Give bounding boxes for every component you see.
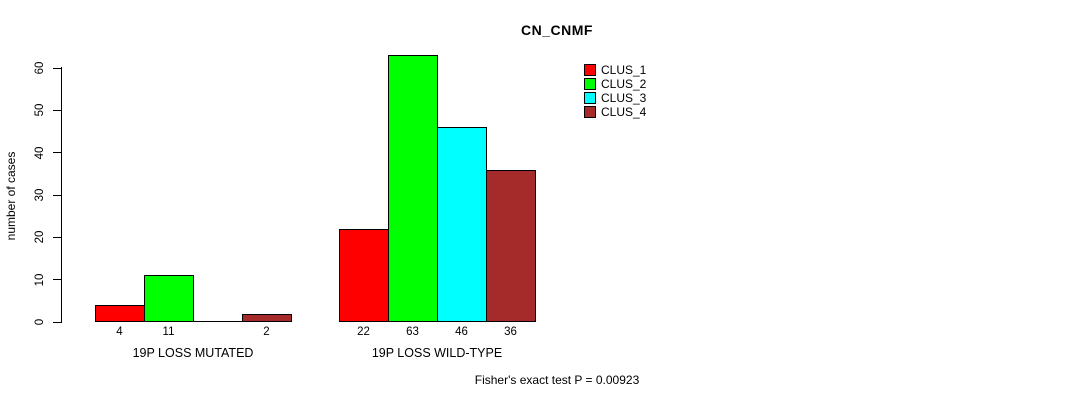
bar-value-label: 63 (406, 326, 419, 338)
legend: CLUS_1 CLUS_2 CLUS_3 CLUS_4 (584, 63, 646, 119)
chart-title: CN_CNMF (521, 22, 593, 38)
group-label: 19P LOSS MUTATED (132, 346, 254, 360)
group-label: 19P LOSS WILD-TYPE (371, 346, 503, 360)
y-tick-label: 20 (34, 230, 46, 244)
legend-item-clus_1: CLUS_1 (584, 63, 646, 77)
bar-value-label: 4 (116, 326, 123, 338)
y-tick-mark (53, 194, 61, 196)
bar-clus_4-group1 (242, 314, 292, 322)
annotation-text: Fisher's exact test P = 0.00923 (474, 373, 640, 387)
legend-label: CLUS_4 (601, 105, 647, 119)
y-tick-label: 10 (34, 273, 46, 287)
y-tick-mark (53, 236, 61, 238)
bar-value-label: 22 (357, 326, 370, 338)
y-tick-mark (53, 279, 61, 281)
legend-swatch-clus_4 (584, 106, 596, 118)
legend-label: CLUS_1 (601, 63, 647, 77)
legend-swatch-clus_2 (584, 78, 596, 90)
bar-value-label: 36 (504, 326, 517, 338)
bar-clus_1-group1 (95, 305, 145, 322)
y-tick-label: 40 (34, 146, 46, 160)
y-tick-mark (53, 67, 61, 69)
bar-clus_3-group1 (193, 321, 243, 322)
y-tick-label: 0 (34, 318, 46, 326)
bar-clus_1-group2 (339, 229, 389, 322)
bar-clus_3-group2 (437, 127, 487, 322)
y-tick-label: 60 (34, 61, 46, 75)
y-tick-mark (53, 321, 61, 323)
bar-value-label: 11 (162, 326, 175, 338)
legend-swatch-clus_1 (584, 64, 596, 76)
bar-value-label: 2 (263, 326, 270, 338)
legend-item-clus_2: CLUS_2 (584, 77, 646, 91)
y-axis-line (61, 67, 62, 323)
legend-item-clus_3: CLUS_3 (584, 91, 646, 105)
legend-swatch-clus_3 (584, 92, 596, 104)
y-tick-label: 50 (34, 103, 46, 117)
y-tick-mark (53, 152, 61, 154)
bar-clus_4-group2 (486, 170, 536, 322)
legend-label: CLUS_3 (601, 91, 647, 105)
legend-item-clus_4: CLUS_4 (584, 105, 646, 119)
y-tick-label: 30 (34, 188, 46, 202)
bar-value-label: 46 (455, 326, 468, 338)
legend-label: CLUS_2 (601, 77, 647, 91)
bar-clus_2-group1 (144, 275, 194, 322)
y-tick-mark (53, 109, 61, 111)
bar-clus_2-group2 (388, 55, 438, 322)
